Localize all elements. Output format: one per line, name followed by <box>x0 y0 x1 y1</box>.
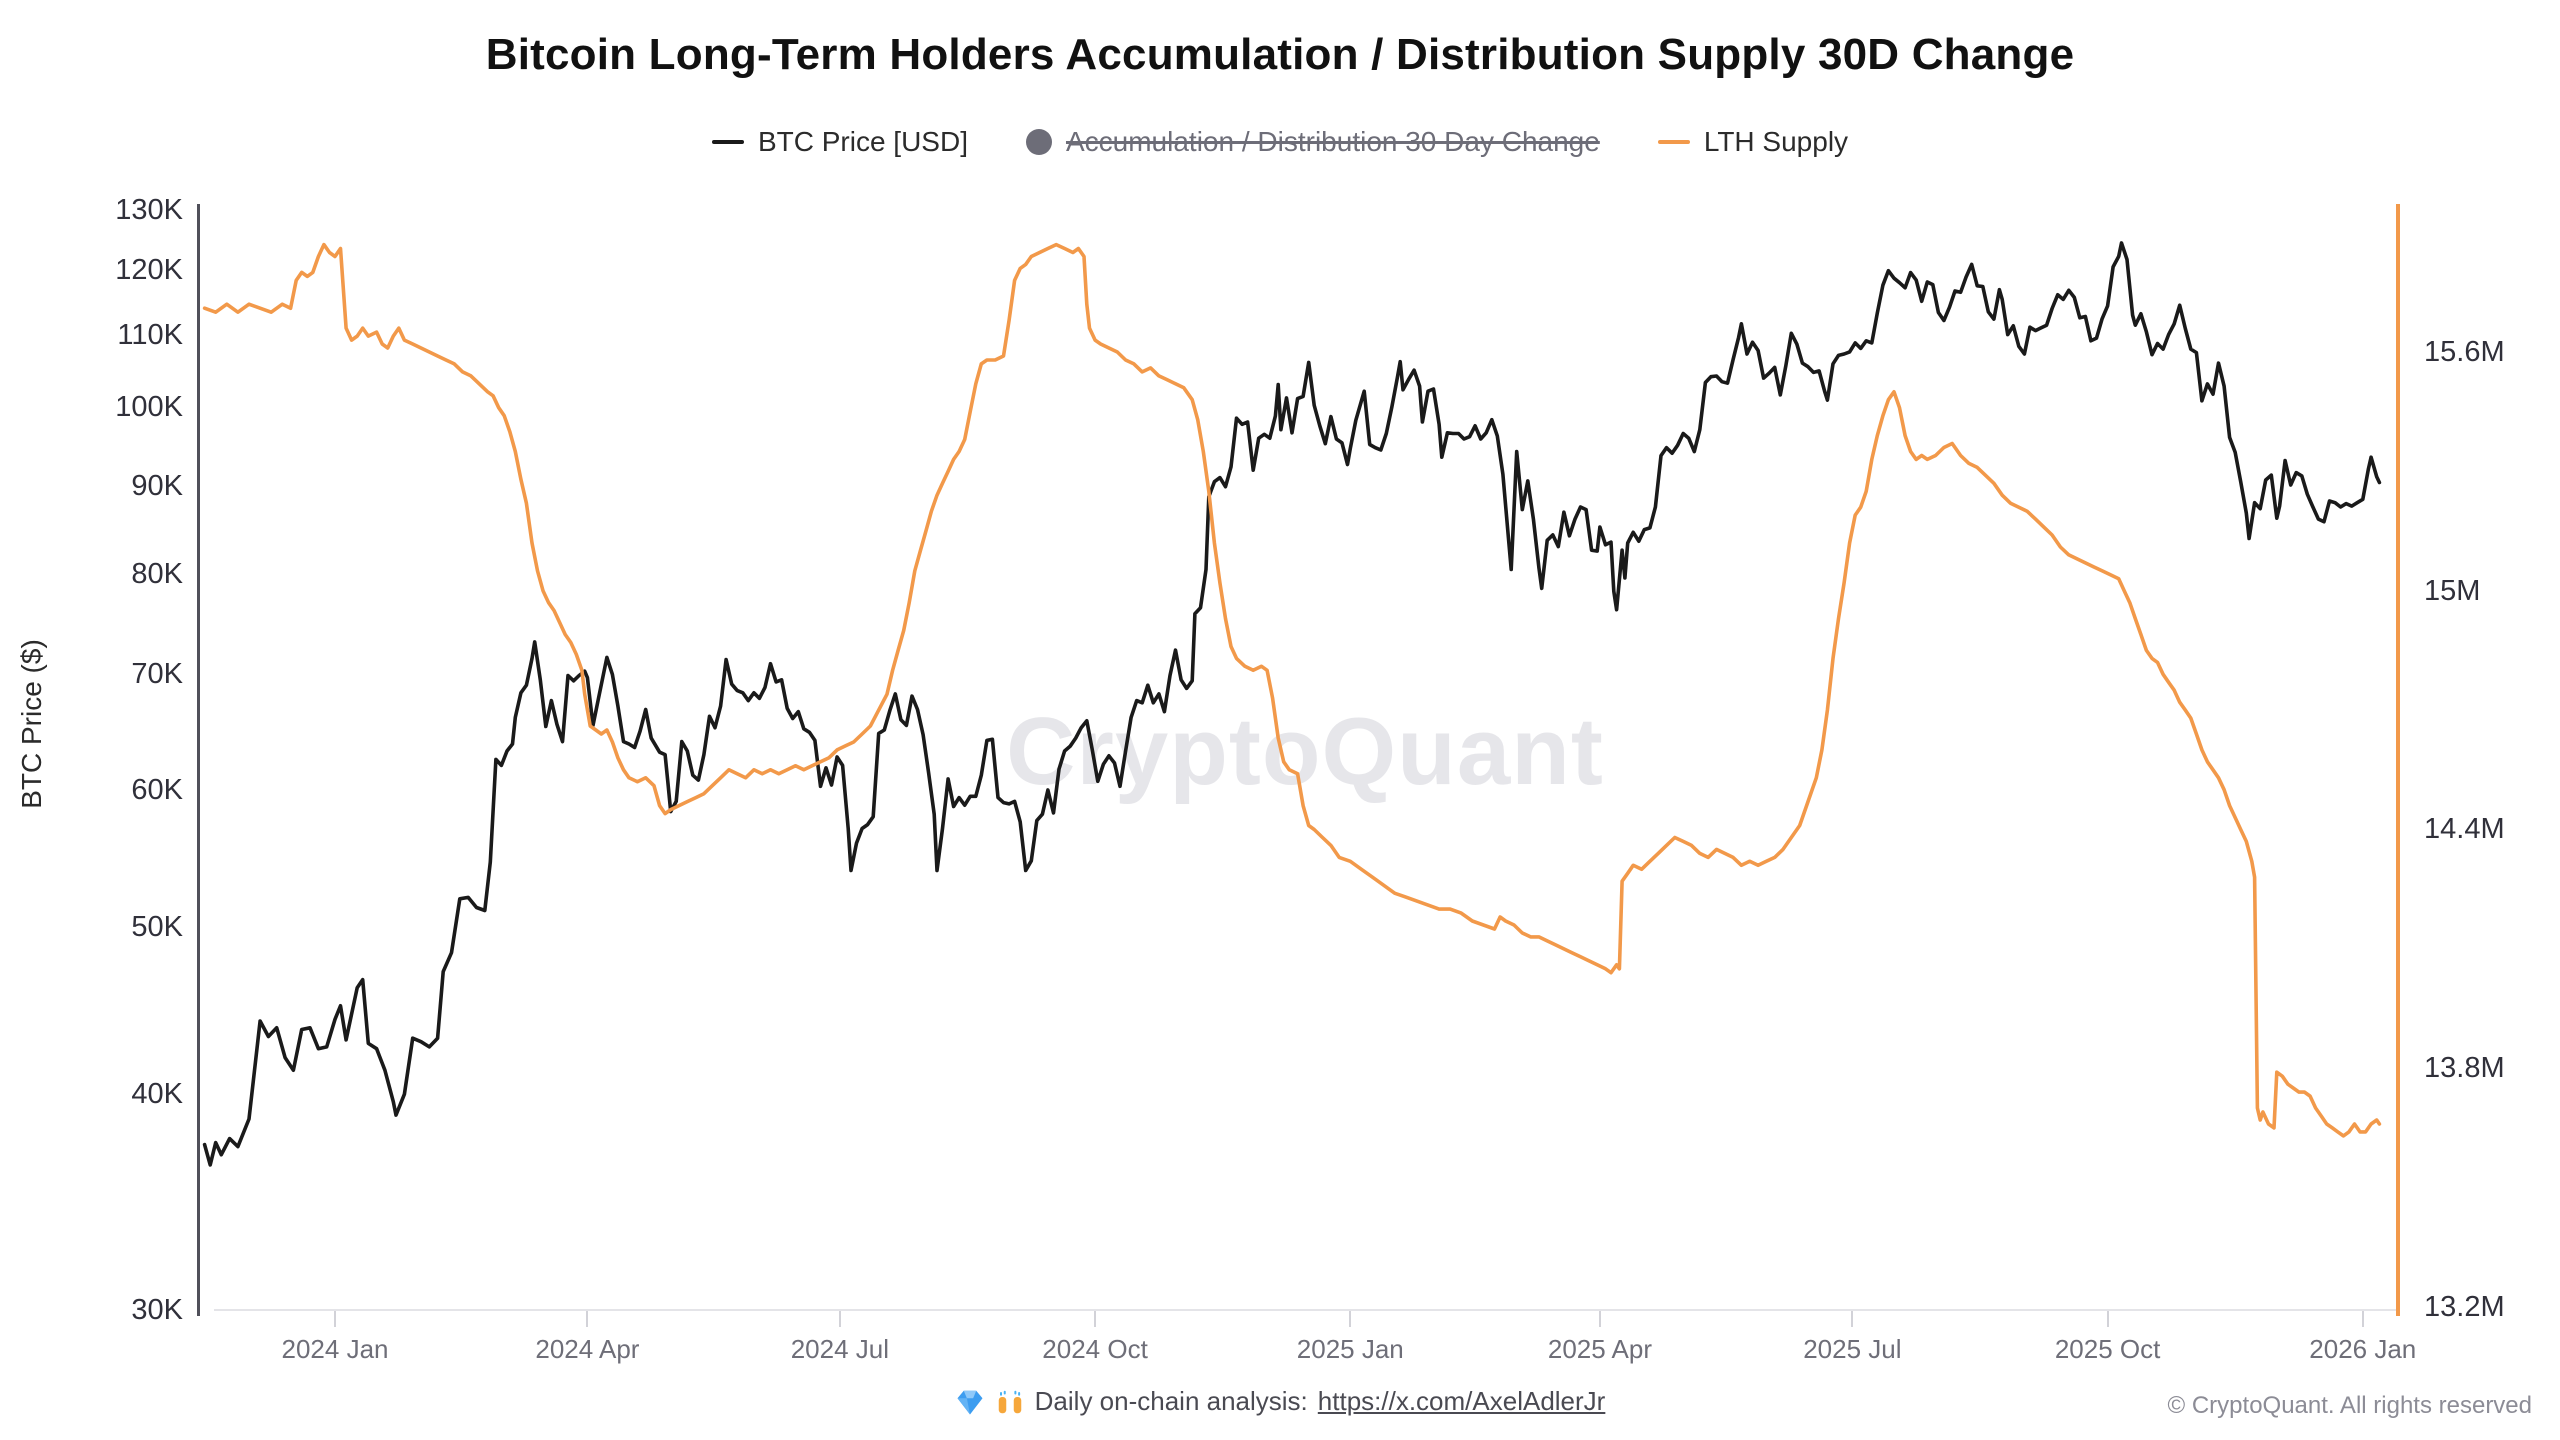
y-left-tick-label: 30K <box>131 1294 183 1326</box>
y-left-tick-label: 130K <box>115 194 183 226</box>
right-axis-line <box>2396 204 2400 1316</box>
legend-item-lth-supply[interactable]: LTH Supply <box>1657 126 1849 158</box>
x-tick-label: 2025 Jan <box>1296 1334 1404 1364</box>
footer-text: Daily on-chain analysis: <box>1034 1386 1308 1416</box>
legend-label-btc-price: BTC Price [USD] <box>757 126 968 157</box>
x-tick-label: 2024 Jan <box>281 1334 389 1364</box>
chart-title: Bitcoin Long-Term Holders Accumulation /… <box>485 30 2075 79</box>
y-right-tick-label: 13.2M <box>2424 1291 2505 1323</box>
x-tick-mark <box>334 1311 336 1327</box>
x-tick-label: 2025 Apr <box>1547 1334 1652 1364</box>
y-left-tick-label: 50K <box>131 910 183 943</box>
footer-link[interactable]: https://x.com/AxelAdlerJr <box>1317 1386 1606 1416</box>
x-tick-mark <box>2106 1311 2109 1327</box>
x-tick-label: 2025 Oct <box>2054 1334 2161 1364</box>
y-left-tick-label: 100K <box>115 390 183 423</box>
y-left-tick-label: 110K <box>117 319 183 352</box>
raised-hands-icon <box>998 1390 1021 1413</box>
legend-label-accumulation-distribution: Accumulation / Distribution 30 Day Chang… <box>1065 126 1600 157</box>
x-tick-mark <box>1598 1311 1601 1327</box>
y-left-tick-label: 60K <box>131 774 183 807</box>
y-left-tick-label: 120K <box>115 254 183 287</box>
x-tick-label: 2024 Oct <box>1042 1334 1148 1364</box>
y-left-tick-label: 40K <box>131 1078 183 1111</box>
x-tick-mark <box>586 1311 589 1327</box>
x-tick-label: 2024 Apr <box>535 1334 640 1364</box>
y-right-tick-label: 15M <box>2424 574 2481 607</box>
x-tick-mark <box>1851 1311 1854 1327</box>
left-axis-line <box>197 204 200 1316</box>
lth-line-marker-icon <box>1657 140 1690 144</box>
x-tick-label: 2025 Jul <box>1803 1334 1902 1364</box>
x-tick-label: 2026 Jan <box>2309 1334 2417 1364</box>
y-right-tick-label: 15.6M <box>2424 335 2505 368</box>
legend-item-accumulation-distribution[interactable]: Accumulation / Distribution 30 Day Chang… <box>1025 126 1600 158</box>
x-tick-mark <box>1349 1311 1352 1327</box>
y-axis-title: BTC Price ($) <box>16 639 47 809</box>
legend-label-lth-supply: LTH Supply <box>1703 126 1849 157</box>
footer-note: Daily on-chain analysis: https://x.com/A… <box>0 1386 2560 1417</box>
chart-plot-area[interactable] <box>200 205 2396 1310</box>
x-tick-mark <box>838 1311 841 1327</box>
y-left-tick-label: 70K <box>131 658 183 691</box>
x-tick-mark <box>1094 1311 1097 1327</box>
legend-item-btc-price[interactable]: BTC Price [USD] <box>711 126 968 158</box>
x-tick-mark <box>2361 1311 2364 1327</box>
y-left-tick-label: 80K <box>131 558 183 591</box>
chart-legend: BTC Price [USD] Accumulation / Distribut… <box>0 126 2560 158</box>
btc-line-marker-icon <box>711 140 744 144</box>
y-right-tick-label: 13.8M <box>2424 1052 2505 1085</box>
x-axis-line <box>214 1309 2396 1311</box>
copyright-text: © CryptoQuant. All rights reserved <box>2167 1392 2533 1419</box>
gem-icon <box>957 1390 983 1414</box>
accumulation-dot-marker-icon <box>1025 129 1052 155</box>
y-right-tick-label: 14.4M <box>2424 813 2505 846</box>
x-tick-label: 2024 Jul <box>790 1334 890 1364</box>
y-left-tick-label: 90K <box>131 469 183 502</box>
